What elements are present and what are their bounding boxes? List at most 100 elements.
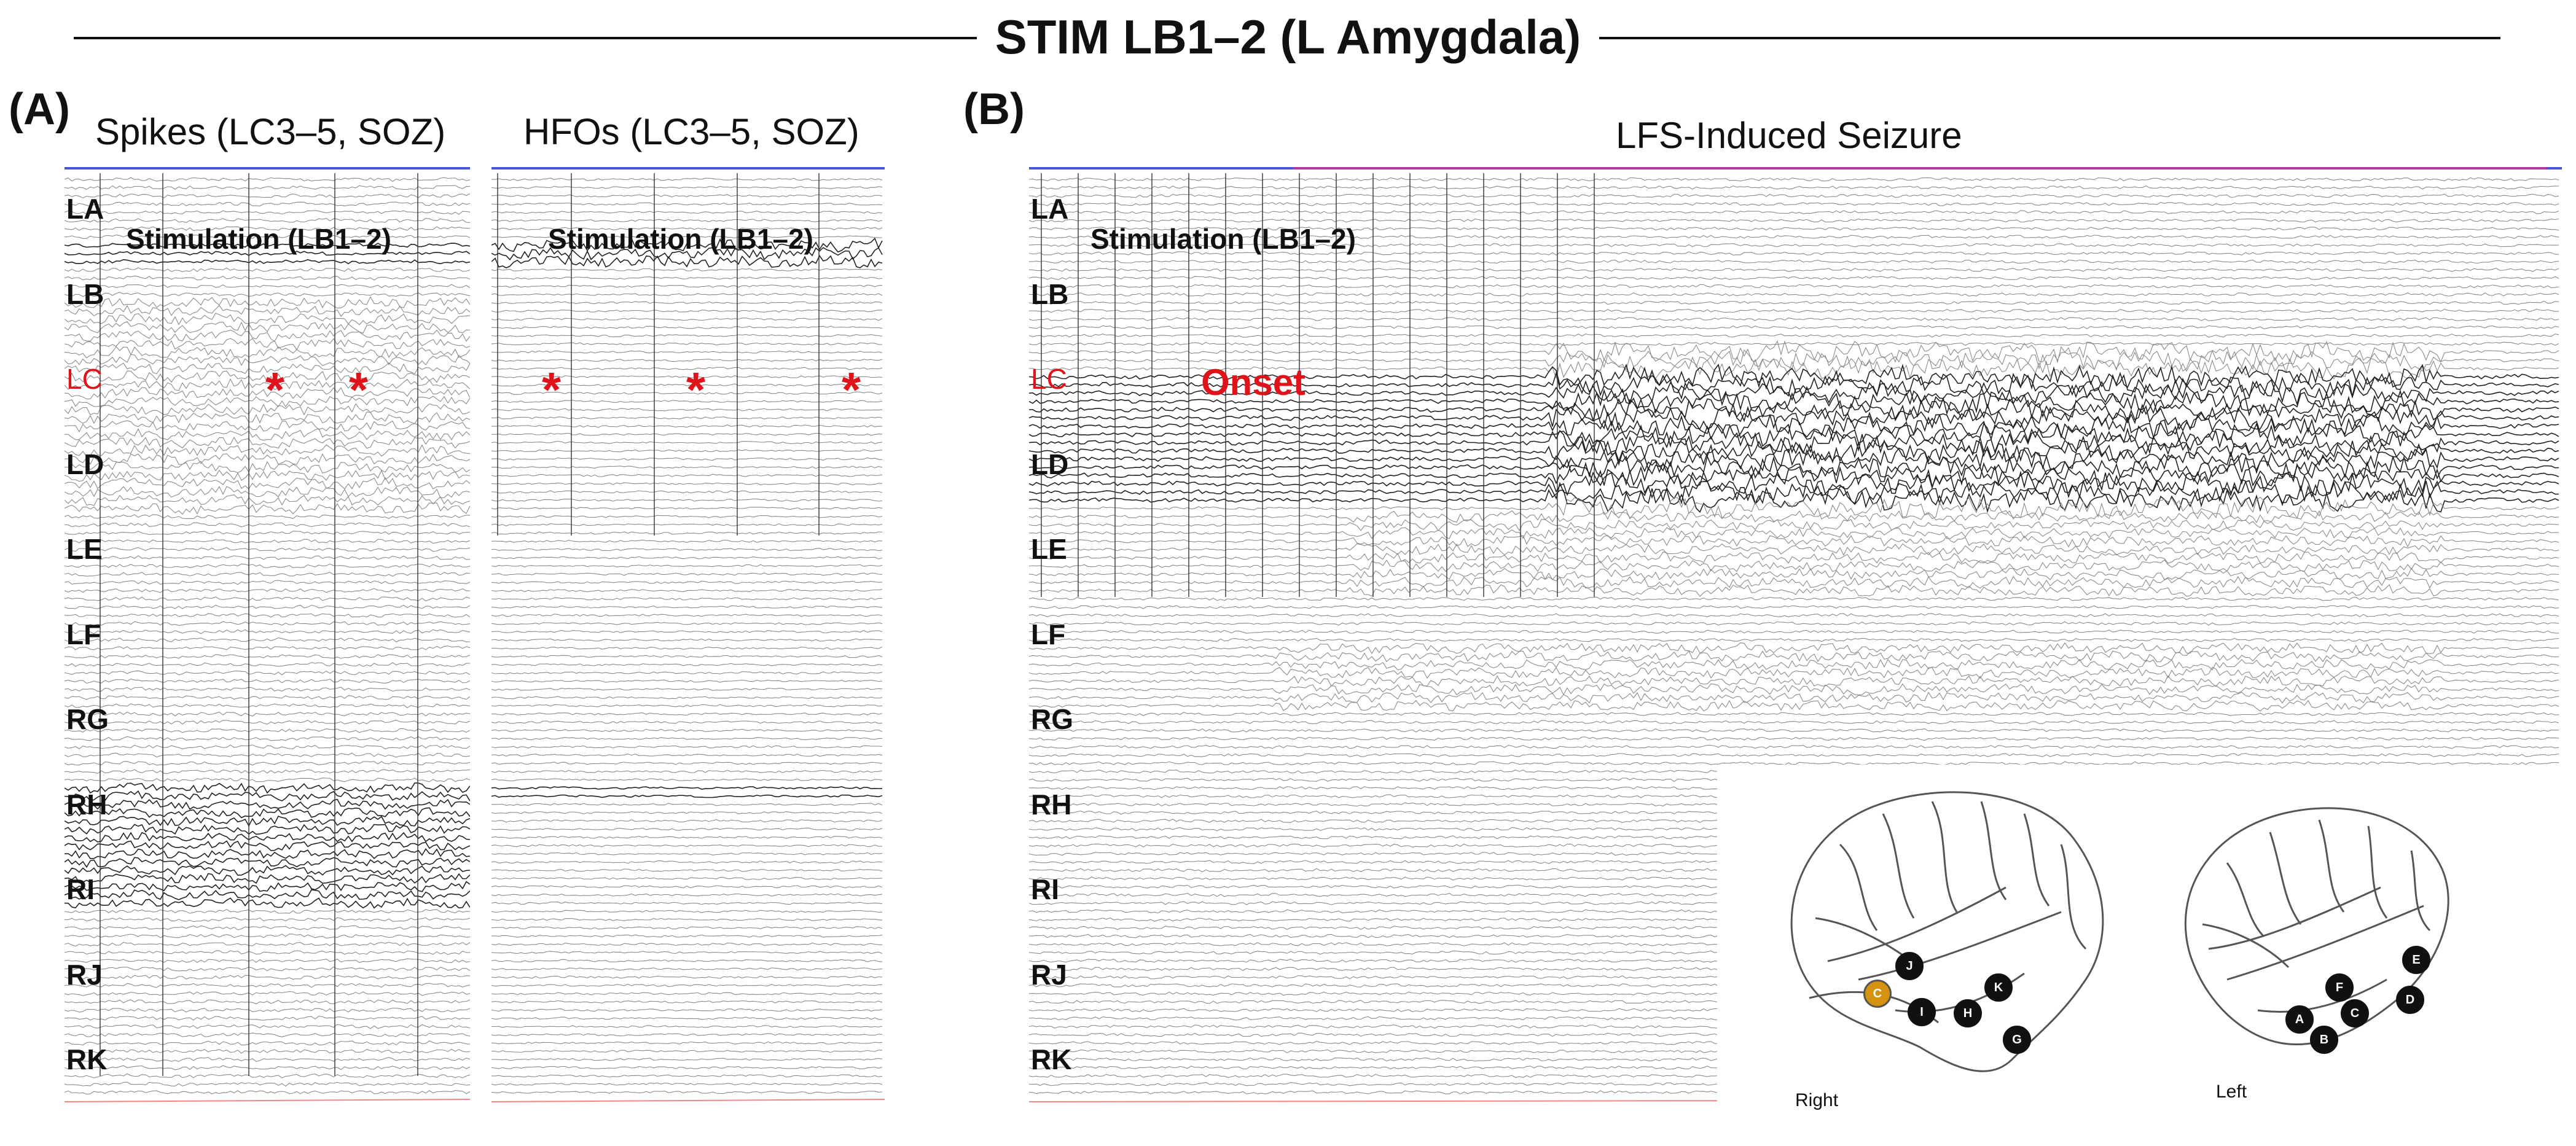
eeg-trace-line bbox=[65, 1040, 470, 1046]
eeg-trace-line bbox=[65, 502, 470, 515]
eeg-trace-line bbox=[65, 857, 470, 868]
eeg-trace-line bbox=[1029, 658, 2559, 671]
eeg-trace-line bbox=[491, 876, 883, 880]
eeg-trace-line bbox=[1029, 380, 2559, 407]
eeg-trace-line bbox=[491, 227, 883, 230]
eeg-trace-line bbox=[491, 934, 883, 938]
eeg-trace-line bbox=[65, 807, 470, 819]
eeg-trace-line bbox=[1029, 308, 2559, 313]
electrode-marker-j: J bbox=[1895, 952, 1924, 980]
seizure-subtitle: LFS-Induced Seizure bbox=[1616, 115, 1962, 156]
eeg-trace-line bbox=[1029, 584, 2559, 598]
eeg-trace-line bbox=[491, 679, 883, 683]
eeg-trace-line bbox=[491, 605, 883, 609]
eeg-trace-line bbox=[491, 548, 883, 552]
eeg-trace-line bbox=[491, 638, 883, 642]
eeg-trace-line bbox=[491, 383, 883, 387]
eeg-trace-line bbox=[491, 844, 883, 848]
eeg-trace-line bbox=[65, 362, 470, 375]
eeg-trace-line bbox=[1029, 404, 2559, 431]
eeg-trace-line bbox=[65, 934, 470, 939]
eeg-trace-line bbox=[1029, 325, 2559, 330]
eeg-trace-line bbox=[65, 193, 470, 198]
eeg-trace-line bbox=[491, 1008, 883, 1012]
eeg-trace-line bbox=[1029, 413, 2559, 439]
spike-marker: * bbox=[349, 362, 369, 417]
eeg-trace-line bbox=[65, 816, 470, 827]
eeg-trace-line bbox=[491, 367, 883, 370]
eeg-trace-line bbox=[1029, 488, 2559, 513]
eeg-trace-line bbox=[65, 346, 470, 359]
panel-a-letter: (A) bbox=[9, 85, 70, 134]
eeg-trace-line bbox=[491, 432, 883, 436]
hfo-marker: * bbox=[542, 362, 562, 417]
eeg-trace-line bbox=[491, 449, 883, 453]
hfos-stim-label: Stimulation (LB1–2) bbox=[548, 223, 813, 255]
eeg-trace-line bbox=[65, 370, 470, 383]
eeg-trace-line bbox=[491, 737, 883, 741]
eeg-trace-line bbox=[491, 301, 883, 305]
eeg-trace-line bbox=[491, 786, 883, 790]
brain-outline-drawings bbox=[1790, 791, 2449, 1072]
eeg-trace-line bbox=[65, 966, 470, 972]
eeg-trace-line bbox=[491, 696, 883, 700]
eeg-trace-line bbox=[65, 329, 470, 342]
eeg-trace-line bbox=[491, 819, 883, 823]
eeg-trace-line bbox=[491, 490, 883, 494]
channel-label-rj: RJ bbox=[1031, 958, 1067, 991]
eeg-trace-line bbox=[1029, 666, 2559, 679]
eeg-trace-line bbox=[1029, 552, 2559, 564]
eeg-trace-line bbox=[491, 325, 883, 329]
electrode-marker-d: D bbox=[2396, 986, 2424, 1014]
electrode-marker-h: H bbox=[1954, 999, 1982, 1027]
eeg-trace-line bbox=[65, 217, 470, 223]
eeg-trace-line bbox=[65, 662, 470, 667]
eeg-trace-line bbox=[491, 704, 883, 707]
eeg-trace-line bbox=[491, 762, 883, 765]
eeg-trace-line bbox=[65, 629, 470, 634]
eeg-trace-line bbox=[65, 999, 470, 1005]
eeg-trace-line bbox=[491, 507, 883, 510]
channel-label-le: LE bbox=[66, 533, 103, 565]
eeg-trace-line bbox=[65, 235, 470, 240]
channel-label-rk: RK bbox=[66, 1043, 108, 1075]
eeg-trace-line bbox=[1029, 437, 2559, 464]
eeg-trace-line bbox=[491, 572, 883, 576]
eeg-trace-line bbox=[65, 1007, 470, 1013]
eeg-trace-line bbox=[65, 251, 470, 256]
eeg-trace-line bbox=[65, 752, 470, 758]
eeg-trace-line bbox=[65, 897, 470, 909]
eeg-trace-line bbox=[65, 453, 470, 465]
eeg-trace-line bbox=[1029, 218, 2559, 223]
eeg-trace-line bbox=[491, 1000, 883, 1004]
eeg-trace-line bbox=[65, 242, 470, 248]
eeg-trace-line bbox=[1029, 596, 2559, 601]
eeg-trace-line bbox=[65, 494, 470, 506]
eeg-trace-line bbox=[491, 852, 883, 856]
eeg-trace-line bbox=[65, 1016, 470, 1021]
eeg-trace-line bbox=[491, 564, 883, 567]
eeg-trace-line bbox=[1029, 340, 2559, 364]
eeg-trace-line bbox=[65, 267, 470, 272]
eeg-trace-line bbox=[65, 444, 470, 457]
eeg-trace-line bbox=[65, 210, 470, 215]
eeg-trace-line bbox=[1029, 357, 2559, 380]
eeg-trace-line bbox=[491, 983, 883, 988]
eeg-trace-line bbox=[491, 211, 883, 214]
eeg-trace-line bbox=[491, 893, 883, 897]
eeg-trace-group bbox=[65, 177, 470, 1095]
eeg-trace-line bbox=[491, 1025, 883, 1028]
eeg-trace-line bbox=[491, 712, 883, 716]
eeg-trace-line bbox=[65, 728, 470, 733]
eeg-trace-line bbox=[1029, 317, 2559, 321]
eeg-trace-line bbox=[491, 466, 883, 469]
seizure-period-bar bbox=[1293, 167, 2547, 170]
eeg-trace-line bbox=[1029, 650, 2559, 663]
eeg-trace-line bbox=[491, 622, 883, 625]
channel-label-rh: RH bbox=[66, 788, 108, 821]
eeg-trace-line bbox=[65, 917, 470, 922]
eeg-trace-line bbox=[491, 614, 883, 617]
eeg-trace-line bbox=[65, 1065, 470, 1070]
spikes-subtitle: Spikes (LC3–5, SOZ) bbox=[95, 111, 446, 152]
